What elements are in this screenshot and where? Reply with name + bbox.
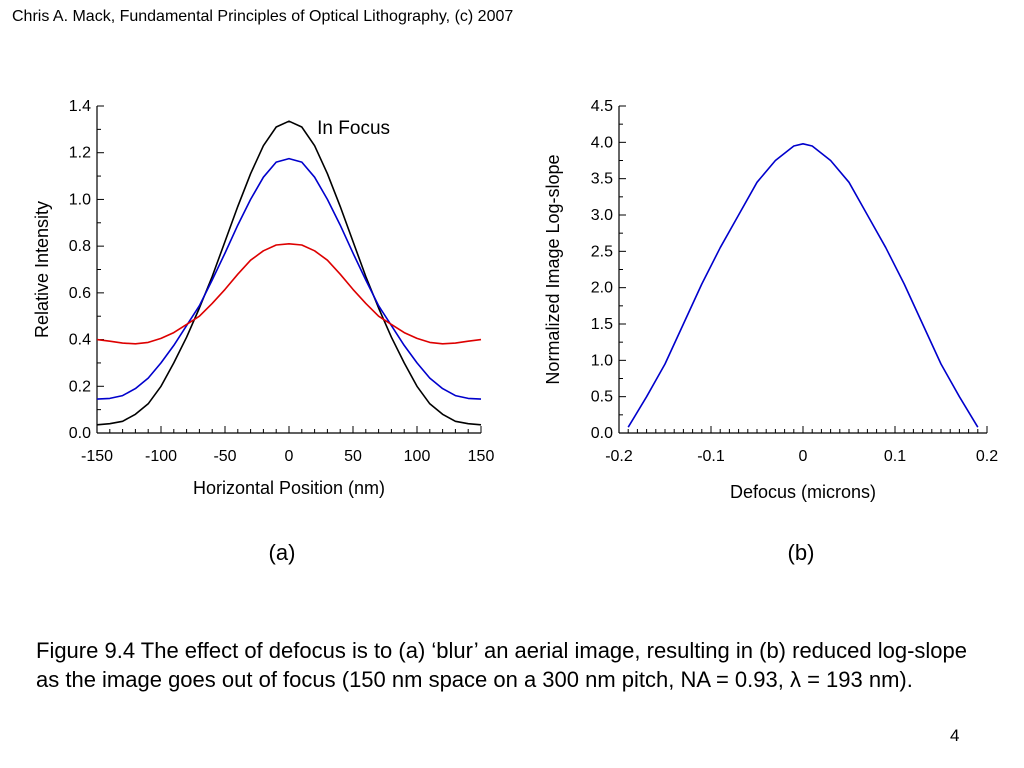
x-tick-label: 150 [468,448,495,465]
series-line-1 [627,143,979,428]
y-tick-label: 1.4 [69,98,91,115]
figure-charts: -150 -100 -50 0 50 100 150 0.0 0.2 0.4 0.6 0.8 1.0 1.… [32,98,998,565]
y-axis-label: Normalized Image Log-slope [543,154,563,384]
chart-panel-a: -150 -100 -50 0 50 100 150 0.0 0.2 0.4 0.6 0.8 1.0 1.… [32,98,494,565]
y-tick-label: 0.6 [69,285,91,302]
x-tick-label: -0.2 [605,448,633,465]
x-axis-label: Horizontal Position (nm) [193,478,385,498]
x-tick-label: 0 [799,448,808,465]
panel-label: (a) [269,540,296,565]
x-tick-label: 50 [344,448,362,465]
y-tick-label: 0.4 [69,332,91,349]
in-focus-annotation: In Focus [317,118,390,139]
y-tick-label: 4.5 [591,98,613,115]
y-tick-label: 4.0 [591,134,613,151]
x-tick-label: 0 [285,448,294,465]
x-tick-label: -100 [145,448,177,465]
y-tick-label: 1.0 [69,191,91,208]
y-tick-label: 0.2 [69,378,91,395]
x-axis-label: Defocus (microns) [730,482,876,502]
y-tick-label: 0.5 [591,389,613,406]
x-tick-label: 0.2 [976,448,998,465]
series-line-2 [96,157,482,400]
y-tick-label: 1.2 [69,145,91,162]
chart-panel-b: -0.2 -0.1 0 0.1 0.2 0.0 0.5 1.0 1.5 2.0 2.5 3.0 3.5 4… [543,98,998,565]
y-axis-label: Relative Intensity [32,201,52,338]
x-tick-label: 0.1 [884,448,906,465]
y-tick-label: 0.0 [69,425,91,442]
header-citation: Chris A. Mack, Fundamental Principles of… [12,8,514,25]
y-tick-label: 2.0 [591,280,613,297]
y-tick-label: 0.0 [591,425,613,442]
x-tick-label: 100 [404,448,431,465]
y-tick-label: 3.0 [591,207,613,224]
series-line-1 [96,120,482,426]
x-tick-label: -50 [213,448,236,465]
y-tick-label: 1.5 [591,316,613,333]
y-tick-label: 1.0 [591,352,613,369]
y-tick-label: 0.8 [69,238,91,255]
y-tick-label: 3.5 [591,171,613,188]
x-tick-label: -150 [81,448,113,465]
series-line-3 [96,243,482,345]
panel-label: (b) [788,540,815,565]
y-tick-label: 2.5 [591,243,613,260]
figure-caption: Figure 9.4 The effect of defocus is to (… [36,638,968,692]
page-number: 4 [950,726,960,745]
x-tick-label: -0.1 [697,448,725,465]
